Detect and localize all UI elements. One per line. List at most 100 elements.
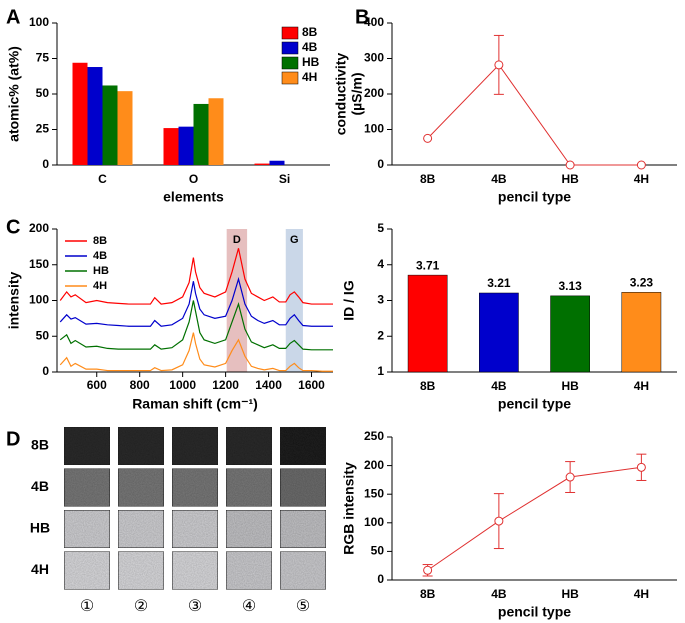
series-line <box>59 248 333 305</box>
row-label: HB <box>30 520 50 536</box>
y-tick-label: 300 <box>364 51 384 65</box>
legend-swatch <box>281 71 299 85</box>
series-line <box>427 466 642 571</box>
bar <box>178 126 194 165</box>
x-axis-title: pencil type <box>498 604 571 620</box>
y-tick-label: 25 <box>36 122 50 136</box>
x-tick-label: C <box>98 172 107 186</box>
column-label: ④ <box>242 598 256 615</box>
panel-label: D <box>6 428 20 450</box>
y-tick-label: 400 <box>364 15 384 29</box>
y-tick-label: 0 <box>42 364 49 378</box>
y-tick-label: 50 <box>36 86 50 100</box>
y-axis-title: conductivity <box>333 53 349 136</box>
y-tick-label: 2 <box>377 328 384 342</box>
x-tick-label: 4H <box>634 587 649 601</box>
y-tick-label: 0 <box>377 157 384 171</box>
y-tick-label: 100 <box>364 515 384 529</box>
x-axis-title: pencil type <box>498 189 571 205</box>
x-tick-label: 4H <box>634 379 649 393</box>
bar <box>163 128 179 165</box>
panel-label: B <box>355 6 369 28</box>
sample-photo <box>225 426 273 466</box>
legend-label: 4H <box>93 280 107 292</box>
bar <box>269 160 285 165</box>
marker <box>423 133 433 143</box>
x-tick-label: HB <box>561 587 579 601</box>
band-label: D <box>233 234 241 246</box>
y-axis-title: RGB intensity <box>341 462 357 555</box>
y-tick-label: 4 <box>377 257 384 271</box>
x-tick-label: 8B <box>420 587 436 601</box>
y-axis-title: intensity <box>6 272 22 330</box>
legend-label: 4H <box>302 70 317 84</box>
bar <box>72 62 88 166</box>
sample-photo <box>279 551 327 590</box>
data-label: 3.23 <box>630 275 654 289</box>
legend-label: HB <box>93 265 109 277</box>
y-tick-label: 200 <box>364 458 384 472</box>
panel-label: C <box>6 216 20 238</box>
x-tick-label: 1200 <box>212 378 239 392</box>
bar <box>208 98 224 165</box>
y-tick-label: 150 <box>364 486 384 500</box>
legend-swatch <box>281 41 299 55</box>
data-label: 3.21 <box>487 276 511 290</box>
y-axis-title: ID / IG <box>341 280 357 321</box>
bar <box>479 292 519 373</box>
y-tick-label: 250 <box>364 429 384 443</box>
bar <box>87 67 103 165</box>
legend-label: 8B <box>302 25 318 39</box>
sample-photo <box>117 509 165 549</box>
sample-photo <box>171 426 219 466</box>
marker <box>494 516 504 526</box>
bar <box>550 295 590 373</box>
sample-photo <box>117 426 165 466</box>
legend-label: 4B <box>302 40 318 54</box>
y-tick-label: 100 <box>364 122 384 136</box>
series-line <box>59 276 333 327</box>
y-tick-label: 200 <box>29 221 49 235</box>
band <box>285 229 303 372</box>
bar <box>193 103 209 165</box>
x-axis-title: elements <box>163 189 224 205</box>
panel-label: A <box>6 6 20 28</box>
sample-photo <box>171 551 219 590</box>
column-label: ① <box>80 598 94 615</box>
y-tick-label: 150 <box>29 257 49 271</box>
x-tick-label: O <box>189 172 198 186</box>
column-label: ⑤ <box>296 598 310 615</box>
x-tick-label: 8B <box>420 379 436 393</box>
legend-swatch <box>281 56 299 70</box>
sample-photo <box>63 426 111 466</box>
x-tick-label: 4B <box>491 587 507 601</box>
marker <box>565 472 575 482</box>
column-label: ③ <box>188 598 202 615</box>
sample-photo <box>117 551 165 590</box>
sample-photo <box>171 509 219 549</box>
sample-photo <box>63 468 111 507</box>
sample-photo <box>279 509 327 549</box>
sample-photo <box>279 468 327 507</box>
x-axis-title: pencil type <box>498 396 571 412</box>
x-tick-label: 800 <box>130 378 150 392</box>
y-tick-label: 100 <box>29 293 49 307</box>
series-line <box>59 300 333 351</box>
series-line <box>59 332 333 372</box>
x-tick-label: 4B <box>491 172 507 186</box>
bar <box>102 85 118 165</box>
y-tick-label: 200 <box>364 86 384 100</box>
column-label: ② <box>134 598 148 615</box>
legend-label: HB <box>302 55 320 69</box>
x-tick-label: 4B <box>491 379 507 393</box>
sample-photo <box>63 509 111 549</box>
bar <box>254 163 270 165</box>
x-tick-label: 1000 <box>169 378 196 392</box>
sample-photo <box>171 468 219 507</box>
y-tick-label: 50 <box>36 328 50 342</box>
y-axis-title: atomic% (at%) <box>6 46 22 142</box>
y-tick-label: 0 <box>377 572 384 586</box>
y-axis-title: (µS/m) <box>349 72 365 115</box>
legend-label: 4B <box>93 250 107 262</box>
